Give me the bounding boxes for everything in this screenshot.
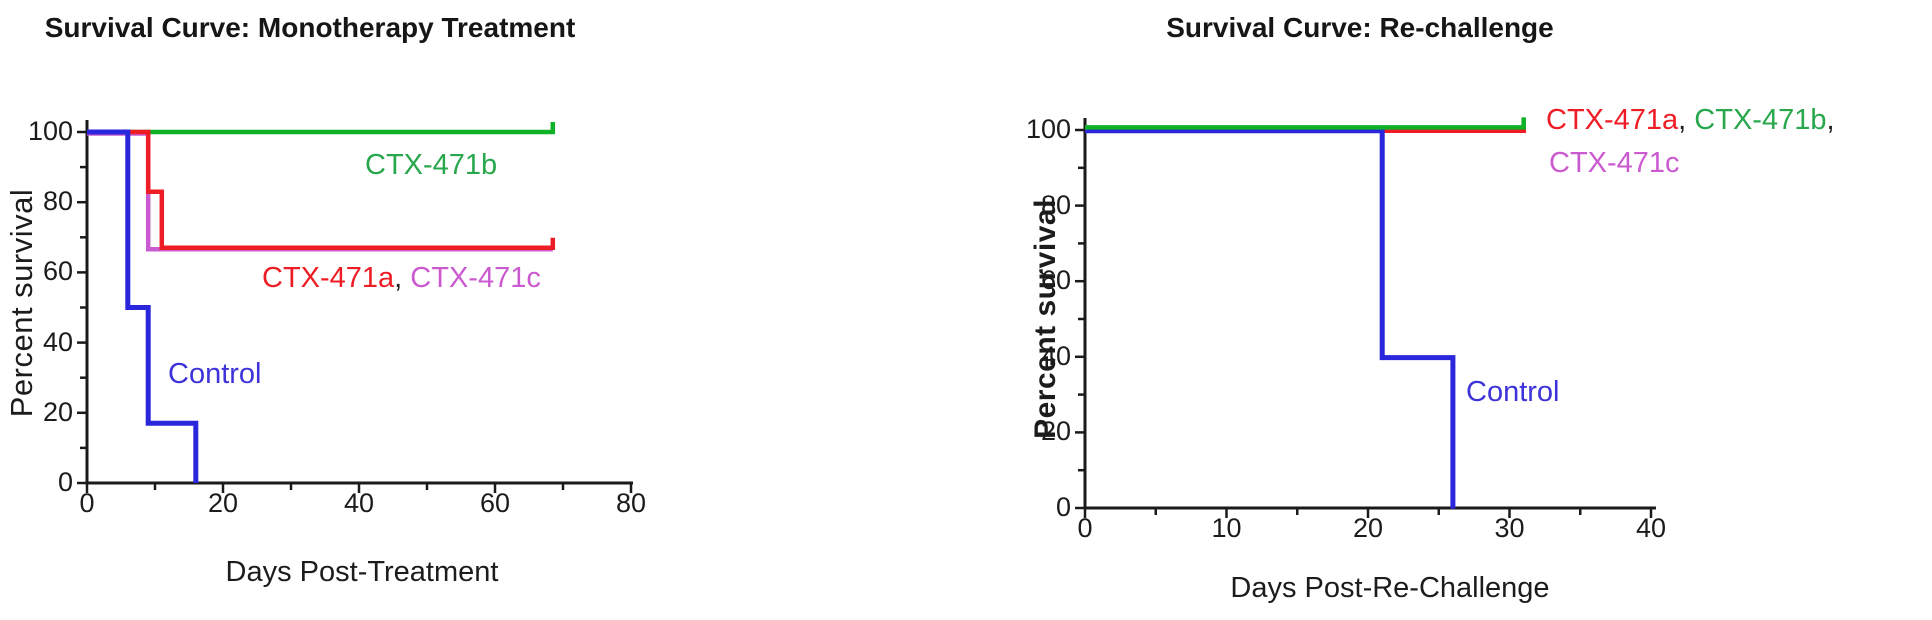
right-x-axis-label: Days Post-Re-Challenge: [1230, 572, 1550, 604]
chart1-annotation-control: Control: [168, 358, 262, 391]
chart2-y-tick-label: 60: [1040, 265, 1071, 296]
left-y-axis-label: Percent survival: [4, 188, 39, 418]
chart2-y-tick-label: 80: [1040, 189, 1071, 220]
annotation-text: ,: [1678, 104, 1695, 136]
left-chart-title: Survival Curve: Monotherapy Treatment: [44, 12, 576, 43]
chart1-y-tick-label: 40: [42, 326, 73, 357]
annotation-text: CTX-471a: [1546, 104, 1679, 136]
right-chart-title: Survival Curve: Re-challenge: [1166, 12, 1554, 43]
right-y-axis-label: Percent survival: [1029, 199, 1062, 439]
chart1-x-tick-label: 20: [207, 488, 239, 518]
chart1-annotation-ctx_b: CTX-471b: [365, 149, 497, 182]
annotation-text: CTX-471c: [410, 262, 541, 294]
chart2-annotation-control: Control: [1466, 376, 1560, 409]
chart1-x-tick-label: 80: [615, 488, 647, 518]
chart1-axes: [85, 120, 633, 485]
chart2-x-tick-label: 40: [1635, 513, 1667, 543]
chart2-x-tick-label: 20: [1352, 513, 1384, 543]
left-x-axis-label: Days Post-Treatment: [225, 556, 499, 588]
chart1-x-tick-label: 0: [79, 488, 95, 518]
chart1-x-tick-label: 60: [479, 488, 511, 518]
chart1-y-tick-label: 100: [27, 116, 73, 146]
chart2-y-tick-label: 0: [1055, 492, 1071, 522]
chart2-annotation-legend_line1: CTX-471a, CTX-471b,: [1546, 104, 1835, 137]
annotation-text: CTX-471c: [1549, 147, 1680, 179]
chart1-annotation-ctx_ac: CTX-471a, CTX-471c: [262, 262, 541, 295]
chart1-curve-ctx-471a: [87, 129, 556, 251]
annotation-text: CTX-471b: [1694, 104, 1827, 136]
annotation-text: CTX-471a: [262, 262, 395, 294]
chart2-y-tick-label: 100: [1025, 114, 1071, 144]
annotation-text: ,: [394, 262, 411, 294]
chart2-curve-ctx-471b: [1085, 117, 1526, 130]
chart2-x-tick-label: 10: [1211, 513, 1242, 543]
chart1-y-tick-label: 20: [42, 396, 73, 427]
annotation-text: ,: [1826, 104, 1835, 136]
annotation-text: Control: [168, 358, 262, 390]
chart1-y-tick-label: 80: [42, 186, 73, 217]
chart1-y-tick-label: 0: [57, 467, 73, 497]
chart1-curve-ctx-471b: [87, 122, 556, 135]
annotation-text: Control: [1466, 376, 1560, 408]
chart2-x-tick-label: 0: [1077, 513, 1093, 543]
chart2-y-tick-label: 40: [1040, 340, 1071, 371]
annotation-text: CTX-471b: [365, 149, 498, 181]
chart2-annotation-legend_line2: CTX-471c: [1549, 147, 1680, 180]
chart2-curve-control: [1085, 128, 1456, 509]
chart1-x-tick-label: 40: [343, 488, 375, 518]
chart2-x-tick-label: 30: [1494, 513, 1525, 543]
chart1-y-tick-label: 60: [42, 256, 73, 287]
chart1-curve-control: [87, 129, 199, 483]
chart2-y-tick-label: 20: [1040, 416, 1071, 447]
